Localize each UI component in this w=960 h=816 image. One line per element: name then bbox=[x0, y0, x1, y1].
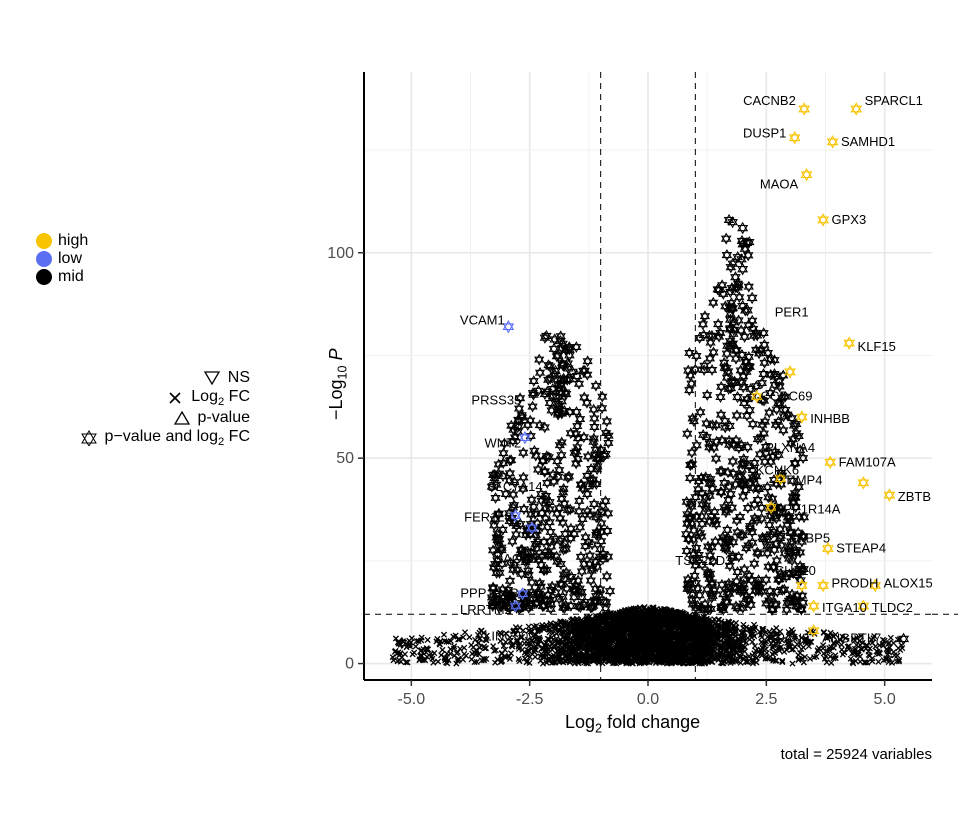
gene-label: GPX3 bbox=[832, 212, 867, 227]
gene-label: VCAM1 bbox=[460, 313, 505, 328]
gene-label: SPAN8 bbox=[768, 631, 810, 646]
legend-swatch bbox=[36, 251, 52, 267]
gene-label: PPP1R1B bbox=[460, 586, 519, 601]
shape-legend: NSLog2 FCp-valuep−value and log2 FC bbox=[20, 368, 250, 448]
legend-label: mid bbox=[58, 268, 84, 286]
legend-label: high bbox=[58, 232, 88, 250]
shape-legend-item: Log2 FC bbox=[20, 388, 250, 408]
x-axis-title-text: Log2 fold change bbox=[565, 712, 700, 732]
gene-label: SAMHD1 bbox=[841, 134, 895, 149]
gene-label: AQP3 bbox=[503, 551, 538, 566]
gene-label: DUSP1 bbox=[743, 126, 786, 141]
gene-label: TLDC2 bbox=[872, 600, 913, 615]
shape-legend-item: p−value and log2 FC bbox=[20, 428, 250, 448]
legend-label: Log2 FC bbox=[191, 388, 250, 408]
gene-label: MAOA bbox=[760, 177, 799, 192]
gene-label: LINC009 bbox=[484, 629, 535, 644]
chart-caption: total = 25924 variables bbox=[781, 746, 932, 763]
gene-label: FKBP5 bbox=[789, 530, 830, 545]
shape-legend-item: NS bbox=[20, 368, 250, 388]
gene-label: CHF10 bbox=[775, 563, 816, 578]
gene-label: PRSS35 bbox=[471, 393, 521, 408]
gene-label: PPP1R14A bbox=[775, 501, 841, 516]
color-legend-item: high bbox=[36, 232, 88, 250]
gene-label: LRRTM2 bbox=[460, 602, 512, 617]
gene-label: TSC22D3 bbox=[675, 553, 732, 568]
color-legend: highlowmid bbox=[36, 232, 88, 286]
gene-label: STEAP4 bbox=[836, 541, 886, 556]
gene-label: INHBB bbox=[810, 411, 850, 426]
gene-label: CCDC69 bbox=[761, 389, 813, 404]
gene-label: FAM107A bbox=[839, 454, 896, 469]
y-axis-title: −Log10 P bbox=[326, 348, 350, 420]
legend-swatch bbox=[36, 269, 52, 285]
legend-label: NS bbox=[228, 369, 250, 387]
gene-label: ITGA10 bbox=[822, 600, 867, 615]
gene-label: SPARCL1 bbox=[865, 93, 923, 108]
gene-label: PER1 bbox=[775, 304, 809, 319]
legend-label: p−value and log2 FC bbox=[105, 428, 250, 448]
figure-container: { "title": "Custom colour over-ride", "s… bbox=[0, 0, 960, 816]
legend-shape-icon bbox=[165, 390, 185, 406]
gene-label: KLF15 bbox=[858, 339, 896, 354]
color-legend-item: low bbox=[36, 250, 88, 268]
gene-label: TIMP4 bbox=[784, 473, 822, 488]
gene-label: ANGPTL7 bbox=[822, 631, 881, 646]
shape-legend-item: p-value bbox=[20, 408, 250, 428]
gene-label: PLXNA4 bbox=[765, 440, 815, 455]
y-axis-title-text: −Log10 P bbox=[326, 348, 346, 420]
legend-shape-icon bbox=[79, 430, 99, 446]
gene-label: PRODH bbox=[832, 576, 879, 591]
gene-label: WNT2 bbox=[484, 436, 521, 451]
legend-swatch bbox=[36, 233, 52, 249]
gene-label: FER1L6 bbox=[464, 510, 512, 525]
gene-label: SLC7A14 bbox=[487, 479, 543, 494]
legend-shape-icon bbox=[202, 370, 222, 386]
legend-shape-icon bbox=[172, 410, 192, 426]
legend-label: low bbox=[58, 250, 82, 268]
color-legend-item: mid bbox=[36, 268, 88, 286]
x-axis-title: Log2 fold change bbox=[565, 712, 700, 736]
gene-label: CACNB2 bbox=[743, 93, 796, 108]
legend-label: p-value bbox=[198, 409, 250, 427]
